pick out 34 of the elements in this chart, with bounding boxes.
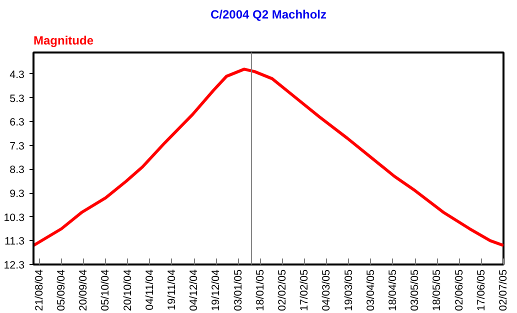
x-tick-label: 20/10/04 — [122, 269, 134, 311]
x-tick-label: 05/10/04 — [100, 269, 112, 311]
y-tick-label: 10.3 — [4, 212, 25, 224]
x-tick-label: 19/11/04 — [166, 269, 178, 310]
y-tick-label: 6.3 — [10, 116, 25, 129]
y-tick-label: 11.3 — [4, 236, 25, 248]
x-tick-label: 03/05/05 — [409, 269, 422, 311]
x-tick-label: 03/04/05 — [364, 269, 377, 311]
line-series — [34, 68, 504, 247]
x-tick-label: 18/05/05 — [431, 269, 444, 311]
x-tick-label: 02/06/05 — [453, 269, 466, 311]
y-tick-label: 12.3 — [4, 260, 25, 272]
x-tick-label: 21/08/04 — [33, 269, 46, 311]
x-tick-label: 18/01/05 — [254, 269, 266, 311]
x-tick-label: 17/06/05 — [475, 269, 488, 311]
x-tick-label: 17/02/05 — [298, 269, 311, 311]
x-tick-label: 19/03/05 — [342, 269, 355, 311]
x-tick-label: 04/03/05 — [320, 269, 333, 311]
x-tick-label: 20/09/04 — [78, 269, 90, 311]
chart-title: C/2004 Q2 Machholz — [210, 8, 327, 22]
x-tick-label: 19/12/04 — [210, 269, 222, 311]
y-tick-label: 7.3 — [10, 140, 25, 152]
y-tick-label: 4.3 — [10, 68, 25, 81]
x-tick-label: 18/04/05 — [387, 269, 399, 311]
y-axis-title: Magnitude — [34, 34, 94, 48]
x-tick-label: 03/01/05 — [232, 269, 244, 311]
y-tick-label: 8.3 — [10, 164, 25, 176]
y-tick-label: 9.3 — [10, 188, 25, 200]
x-tick-label: 02/07/05 — [498, 269, 510, 311]
y-tick-label: 5.3 — [10, 92, 25, 105]
x-tick-label: 05/09/04 — [55, 269, 68, 311]
x-tick-label: 02/02/05 — [276, 269, 288, 311]
x-tick-label: 04/12/04 — [188, 269, 200, 311]
x-tick-label: 04/11/04 — [144, 269, 156, 310]
